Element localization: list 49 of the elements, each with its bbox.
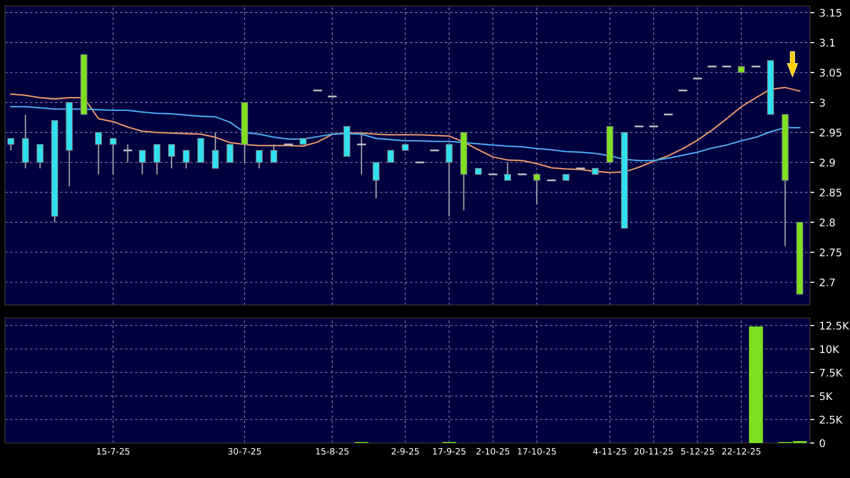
- y-tick-label: 0: [820, 439, 825, 448]
- y-tick-label: 7.5K: [820, 368, 843, 377]
- bar: [749, 326, 763, 443]
- y-tick-label: 2.8: [820, 218, 835, 226]
- candlestick: [36, 144, 44, 170]
- candlestick: [256, 150, 263, 170]
- x-tick-label: 15-7-25: [97, 448, 130, 455]
- line-series: [10, 106, 800, 162]
- y-tick-label: 2.9: [820, 158, 835, 166]
- x-tick-label: 2-10-25: [476, 448, 510, 455]
- candlestick: [22, 114, 29, 170]
- y-tick-label: 3.05: [820, 68, 842, 77]
- x-tick-label: 15-8-25: [316, 448, 349, 455]
- x-tick-label: 2-9-25: [392, 448, 419, 455]
- y-tick-label: 2.75: [820, 248, 842, 256]
- candlestick: [387, 150, 394, 163]
- y-tick-label: 3.1: [820, 38, 835, 47]
- candlestick: [197, 138, 204, 164]
- x-tick-label: 17-10-25: [518, 448, 556, 455]
- x-tick-label: 5-12-25: [681, 448, 714, 455]
- candlestick: [226, 144, 234, 164]
- y-tick-label: 2.7: [820, 278, 835, 286]
- candlestick: [504, 162, 511, 181]
- x-tick-label: 20-11-25: [634, 448, 673, 455]
- candlestick: [533, 174, 540, 205]
- x-tick-label: 22-12-25: [722, 448, 760, 455]
- candlestick: [138, 150, 146, 175]
- candlestick: [110, 138, 117, 175]
- candlestick: [372, 162, 380, 199]
- x-tick-label: 30-7-25: [228, 448, 261, 455]
- line-series: [10, 86, 800, 174]
- x-tick-label: 4-11-25: [593, 448, 626, 455]
- y-tick-label: 3: [820, 98, 825, 107]
- candlestick: [154, 144, 160, 175]
- candlestick: [168, 144, 175, 170]
- y-tick-label: 10K: [820, 345, 840, 354]
- y-tick-label: 3.15: [820, 8, 842, 17]
- candlestick: [212, 132, 219, 170]
- candlestick: [446, 144, 453, 217]
- candlestick: [95, 132, 102, 175]
- y-tick-label: 5K: [820, 392, 833, 400]
- candlestick: [270, 144, 278, 164]
- candlestick: [182, 150, 190, 170]
- x-tick-label: 17-9-25: [433, 448, 466, 455]
- y-tick-label: 2.5K: [820, 416, 843, 424]
- y-tick-label: 2.85: [820, 188, 842, 196]
- candlestick: [7, 138, 14, 152]
- y-tick-label: 2.95: [820, 128, 842, 137]
- y-tick-label: 12.5K: [820, 322, 850, 330]
